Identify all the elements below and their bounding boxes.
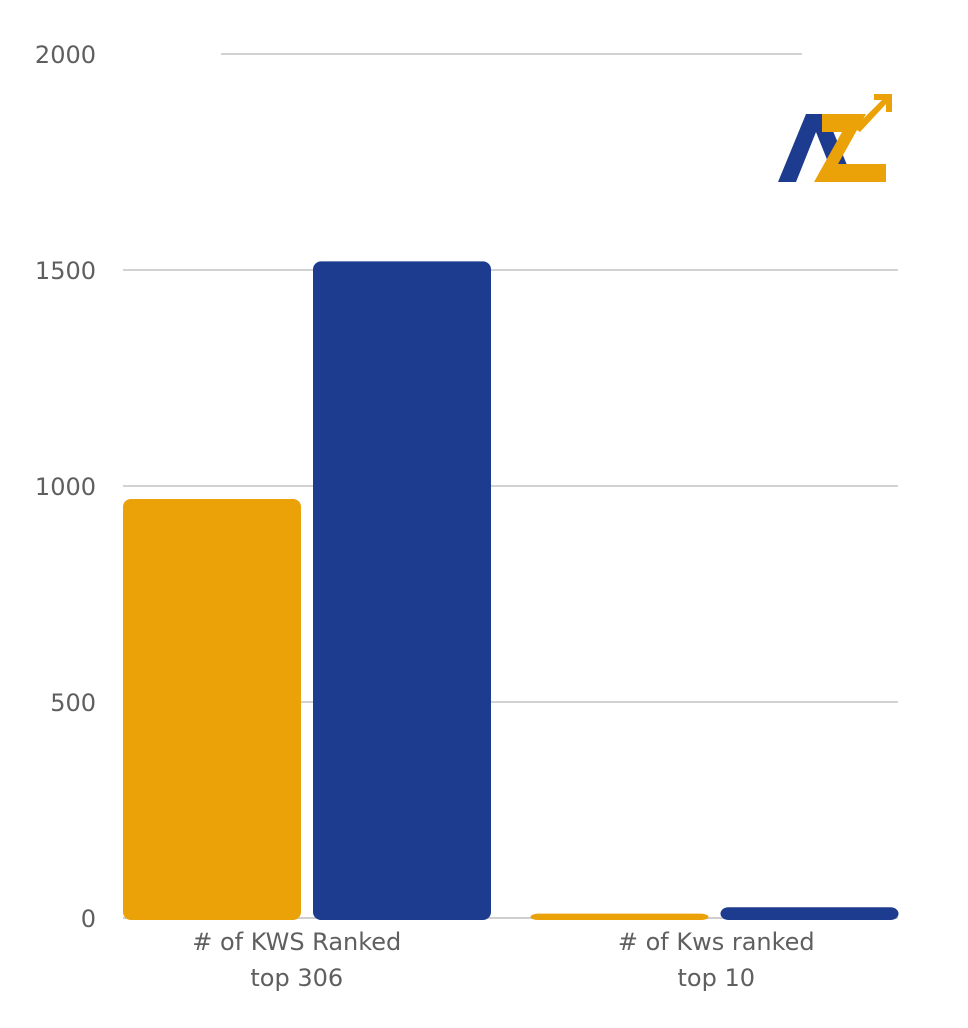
bar-series-1-category-1 <box>123 498 301 920</box>
x-tick-label-line: top 306 <box>250 964 343 992</box>
bar-series-1-category-2 <box>530 913 709 920</box>
az-logo <box>778 94 892 182</box>
x-tick-label-line: top 10 <box>678 964 756 992</box>
x-tick-label-line: # of KWS Ranked <box>192 928 401 956</box>
logo-letter-z <box>814 114 886 182</box>
y-tick-label: 1500 <box>35 257 96 285</box>
y-tick-labels: 0 500 1000 1500 2000 <box>35 41 96 933</box>
y-tick-label: 0 <box>81 905 96 933</box>
y-tick-label: 500 <box>50 689 96 717</box>
bar-series-2-category-2 <box>720 907 899 920</box>
x-tick-label: # of Kws ranked top 10 <box>618 928 815 992</box>
x-tick-label-line: # of Kws ranked <box>618 928 815 956</box>
bar-series-2-category-1 <box>313 261 491 920</box>
x-tick-labels: # of KWS Ranked top 306 # of Kws ranked top… <box>192 928 814 992</box>
y-tick-label: 1000 <box>35 473 96 501</box>
logo-arrow-icon <box>854 94 892 132</box>
bars <box>123 261 899 920</box>
x-tick-label: # of KWS Ranked top 306 <box>192 928 401 992</box>
y-tick-label: 2000 <box>35 41 96 69</box>
